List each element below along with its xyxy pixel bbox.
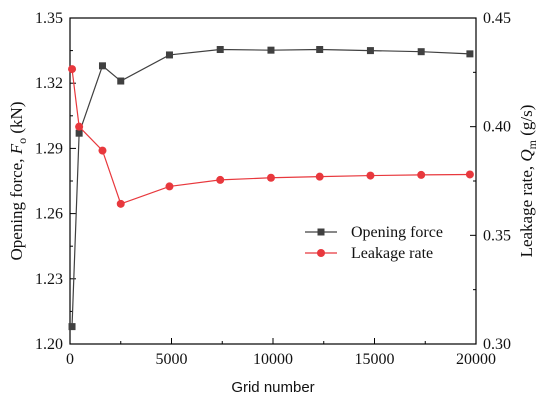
legend-marker-leakage-rate <box>317 249 325 257</box>
data-point-opening-force <box>98 62 106 70</box>
left-axis-title-sub: o <box>15 138 29 144</box>
right-tick-label: 0.45 <box>483 10 511 27</box>
left-axis-title: Opening force, Fo (kN) <box>7 102 29 261</box>
data-point-leakage-rate <box>366 171 375 180</box>
right-tick-label: 0.30 <box>483 336 511 353</box>
legend-label-leakage-rate: Leakage rate <box>351 245 433 262</box>
right-tick-label: 0.40 <box>483 119 511 136</box>
legend-label-opening-force: Opening force <box>351 224 443 241</box>
right-axis-title: Leakage rate, Qm (g/s) <box>517 105 539 258</box>
left-axis-title-unit: (kN) <box>7 102 26 138</box>
series-layer <box>68 46 474 331</box>
data-point-opening-force <box>117 77 125 85</box>
left-tick-label: 1.26 <box>35 206 63 223</box>
x-tick-label: 0 <box>66 351 74 368</box>
data-point-leakage-rate <box>216 175 225 184</box>
data-point-leakage-rate <box>116 199 125 208</box>
right-axis-title-unit: (g/s) <box>517 105 536 140</box>
right-axis-title-symbol: Q <box>517 149 536 161</box>
series-line-leakage-rate <box>71 68 470 205</box>
data-point-opening-force <box>417 48 425 56</box>
data-point-opening-force <box>75 129 83 137</box>
left-axis-title-main: Opening force, <box>7 154 26 260</box>
data-point-leakage-rate <box>98 146 107 155</box>
left-tick-label: 1.32 <box>35 75 63 92</box>
x-tick-label: 5000 <box>156 351 188 368</box>
right-tick-label: 0.35 <box>483 227 511 244</box>
data-point-opening-force <box>466 50 474 58</box>
data-point-leakage-rate <box>417 170 426 179</box>
data-point-leakage-rate <box>75 122 84 131</box>
left-tick-label: 1.29 <box>35 140 63 157</box>
x-tick-label: 10000 <box>253 351 293 368</box>
data-point-leakage-rate <box>165 182 174 191</box>
left-tick-label: 1.35 <box>35 10 63 27</box>
x-axis-title: Grid number <box>231 379 314 396</box>
left-tick-label: 1.23 <box>35 271 63 288</box>
ticks-layer: 0 5000 10000 15000 20000 1.20 1.23 1.26 1.29 1.32… <box>35 10 511 368</box>
data-point-opening-force <box>165 51 173 59</box>
data-point-opening-force <box>216 46 224 54</box>
data-point-leakage-rate <box>266 173 275 182</box>
data-point-leakage-rate <box>315 172 324 181</box>
data-point-leakage-rate <box>465 170 474 179</box>
right-axis-title-main: Leakage rate, <box>517 162 536 258</box>
left-axis-title-symbol: F <box>7 143 26 155</box>
legend: Opening force Leakage rate <box>305 224 443 262</box>
x-tick-label: 15000 <box>355 351 395 368</box>
right-axis-title-sub: m <box>525 139 539 149</box>
data-point-opening-force <box>316 46 324 54</box>
data-point-opening-force <box>68 323 76 331</box>
x-tick-label: 20000 <box>456 351 496 368</box>
data-point-leakage-rate <box>68 65 77 74</box>
data-point-opening-force <box>366 47 374 55</box>
legend-marker-opening-force <box>317 228 325 236</box>
left-tick-label: 1.20 <box>35 336 63 353</box>
data-point-opening-force <box>267 46 275 54</box>
series-line-opening-force <box>71 48 470 327</box>
